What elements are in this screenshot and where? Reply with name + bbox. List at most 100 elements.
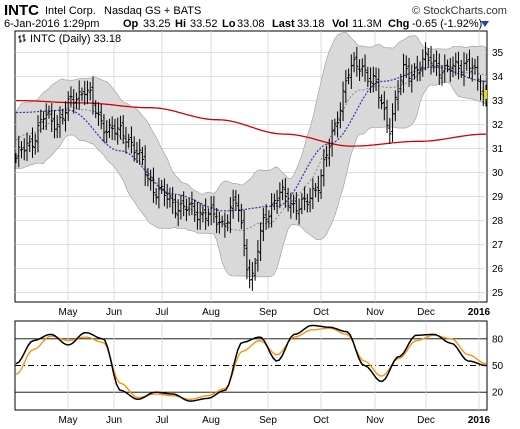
price-bar [127, 133, 131, 148]
price-bar [377, 68, 381, 109]
vol-label: Vol [332, 18, 348, 30]
price-bar [121, 115, 125, 144]
price-bar [445, 59, 450, 73]
watermark: © StockCharts.com [412, 5, 507, 17]
price-bar [379, 94, 384, 110]
price-panel: 25 26 27 28 29 30 31 32 33 34 35 INTC (Daily) 33.1… [14, 30, 504, 318]
stochastic-x-tick-label: May [59, 415, 78, 426]
price-bar [333, 118, 337, 136]
price-y-tick-label: 27 [492, 240, 504, 251]
price-x-axis: May Jun Jul Aug Sep Oct Nov Dec 2016 [59, 307, 491, 318]
stochastic-x-tick-label: Dec [417, 415, 435, 426]
price-bar [217, 211, 221, 234]
chg-value: -0.65 (-1.92%) [412, 18, 482, 30]
price-bar [324, 145, 329, 168]
price-bar [198, 202, 202, 230]
price-bar [305, 193, 309, 213]
price-bar [118, 115, 123, 140]
price-bar [102, 114, 106, 143]
price-bar [228, 197, 232, 234]
price-y-axis: 25 26 27 28 29 30 31 32 33 34 35 [492, 48, 504, 299]
price-bar [316, 175, 320, 202]
price-bar [465, 53, 469, 71]
price-bar [184, 198, 189, 222]
price-bar [215, 207, 219, 234]
price-bar [110, 116, 114, 140]
price-bar [357, 59, 362, 81]
price-bar [17, 135, 21, 168]
price-bar [88, 81, 92, 101]
price-bar [14, 153, 18, 164]
price-bar [146, 168, 150, 187]
last-label: Last [272, 18, 295, 30]
price-bar [129, 126, 134, 154]
price-bar [470, 57, 474, 82]
price-bar [272, 193, 276, 211]
price-bar [443, 54, 447, 83]
price-bar [275, 190, 279, 214]
price-bar [388, 118, 392, 144]
price-bar [281, 179, 285, 201]
price-bar [437, 53, 441, 86]
open-label: Op [123, 18, 139, 30]
stochastic-x-tick-label: 2016 [468, 415, 491, 426]
price-bar [415, 55, 419, 82]
last-price-marker [484, 90, 487, 99]
price-bar [239, 203, 243, 230]
price-bar [327, 138, 331, 167]
price-bar [292, 194, 296, 214]
stochastic-x-tick-label: Nov [366, 415, 384, 426]
price-bar [171, 186, 175, 214]
price-bar [410, 64, 414, 93]
last-value: 33.18 [297, 18, 325, 30]
stochastic-d-line [15, 327, 487, 400]
price-bar [245, 238, 249, 280]
price-bar [462, 52, 466, 87]
price-bar [385, 99, 389, 134]
stochastic-k-line [15, 324, 487, 402]
price-bar [399, 73, 403, 96]
price-bar [429, 45, 433, 75]
price-bar [105, 120, 109, 144]
price-bar [91, 76, 95, 115]
legend-icon [18, 34, 26, 43]
price-bar [157, 177, 161, 209]
price-bar [173, 194, 178, 219]
low-label: Lo [222, 18, 236, 30]
price-bar [289, 192, 293, 219]
price-bar [267, 210, 271, 229]
price-y-tick-label: 35 [492, 48, 504, 59]
stochastic-x-tick-label: Oct [313, 415, 329, 426]
price-bar [149, 169, 153, 191]
price-bar [193, 199, 197, 222]
price-bar [190, 191, 194, 216]
price-bar [132, 136, 136, 162]
price-bar [47, 105, 51, 119]
down-arrow-icon [481, 21, 489, 27]
price-bar [300, 193, 304, 215]
price-bar [407, 57, 411, 87]
price-bar [396, 80, 400, 111]
price-bar [330, 119, 334, 157]
price-bar [61, 108, 65, 125]
price-bar [448, 57, 452, 83]
high-value: 33.52 [190, 18, 218, 30]
price-bar [209, 196, 213, 226]
price-bar [66, 91, 70, 122]
chart-legend: INTC (Daily) 33.18 [30, 33, 121, 45]
price-bar [423, 42, 428, 71]
price-bar [74, 92, 79, 110]
price-bar [344, 69, 348, 103]
price-bar [231, 189, 235, 219]
price-bar [143, 145, 147, 186]
price-x-tick-label: Nov [366, 307, 384, 318]
price-bar [308, 187, 312, 213]
price-bar [234, 190, 238, 211]
price-bar [322, 148, 326, 187]
price-bar [261, 208, 265, 242]
price-bar [212, 195, 216, 224]
stochastic-y-tick-label: 80 [492, 334, 504, 345]
price-bar [220, 215, 224, 228]
price-bar [107, 118, 112, 138]
price-bar [451, 56, 455, 78]
